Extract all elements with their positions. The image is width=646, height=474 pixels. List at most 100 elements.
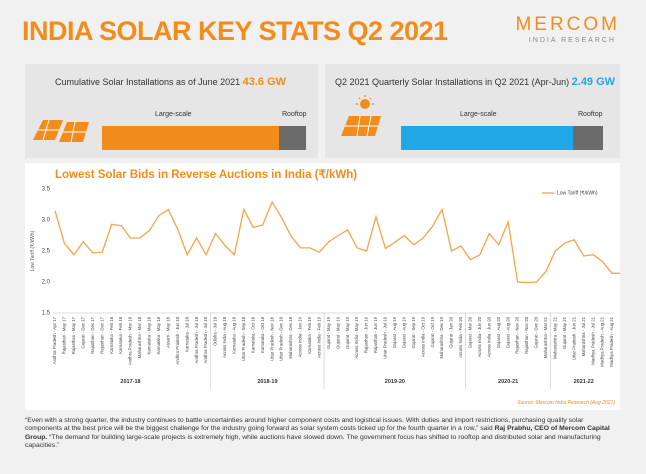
x-tick-label: Rajasthan - May 17 bbox=[62, 316, 67, 354]
solar-icon bbox=[33, 119, 89, 143]
x-tick-label: Rajasthan - Jun 19 bbox=[364, 316, 369, 353]
x-tick-label: Rajasthan - Nov 20 bbox=[515, 316, 520, 353]
x-tick-label: Maharashtra - Mar 21 bbox=[543, 316, 548, 358]
group-label: 2017-18 bbox=[120, 379, 140, 385]
x-tick-label: Rajasthan - Dec 17 bbox=[90, 316, 95, 353]
x-tick-label: Rajasthan - Dec 17 bbox=[99, 316, 104, 353]
bar-label: Large-scale bbox=[155, 111, 192, 118]
x-tick-label: Across India - Jan 19 bbox=[298, 316, 303, 357]
x-tick-label: Karnataka - Aug 18 bbox=[232, 316, 237, 353]
x-tick-label: Across India - Feb 20 bbox=[458, 316, 463, 357]
x-tick-label: Gujarat - Aug 20 bbox=[496, 316, 501, 348]
rooftop-bar bbox=[573, 126, 603, 150]
label: Q2 2021 Quarterly Solar Installations in… bbox=[335, 77, 570, 87]
x-tick-label: Assam - May 18 bbox=[165, 316, 170, 348]
x-tick-label: Karnataka - Oct 18 bbox=[250, 316, 255, 353]
value: 2.49 GW bbox=[571, 76, 616, 88]
y-tick-label: 2.5 bbox=[42, 249, 51, 255]
x-tick-label: Andhra Pradesh - Jul 18 bbox=[203, 316, 208, 363]
y-tick-label: 2.0 bbox=[42, 280, 51, 286]
x-tick-label: Gujarat - Aug 19 bbox=[392, 316, 397, 348]
x-tick-label: Andhra Pradesh - Apr 17 bbox=[52, 316, 57, 364]
y-tick-label: 1.5 bbox=[42, 311, 51, 317]
x-tick-label: Karnataka - Oct 18 bbox=[260, 316, 265, 353]
x-tick-label: Karnataka - Jul 18 bbox=[184, 316, 189, 351]
logo: MERCOM bbox=[515, 14, 620, 35]
text: “The demand for building large-scale pro… bbox=[25, 433, 601, 450]
text: Raj Prabhu, CEO of Mercom Capital Group. bbox=[25, 425, 610, 441]
title: INDIA SOLAR KEY STATS Q2 2021 bbox=[22, 16, 448, 46]
x-tick-label: Uttar Pradesh - Jun 21 bbox=[571, 316, 576, 360]
x-tick-label: Gujarat - May 21 bbox=[562, 316, 567, 349]
source: Source: Mercom India Research (Aug 2021) bbox=[517, 400, 615, 406]
x-tick-label: Odisha - Jul 18 bbox=[213, 316, 218, 346]
bar-label: Large-scale bbox=[460, 111, 497, 118]
y-axis-label: Low Tariff (₹/kWh) bbox=[30, 230, 36, 271]
x-tick-label: Madhya Pradesh - Aug 21 bbox=[609, 316, 614, 366]
x-tick-label: Madhya Pradesh - Aug 21 bbox=[600, 316, 605, 366]
x-tick-label: Uttar Pradesh - Dec 18 bbox=[279, 316, 284, 361]
bar-label: Rooftop bbox=[578, 111, 603, 118]
quote: “Even with a strong quarter, the industr… bbox=[25, 417, 621, 451]
x-tick-label: Across India - Aug 18 bbox=[222, 316, 227, 357]
line bbox=[54, 200, 622, 284]
group-label: 2021-22 bbox=[574, 379, 594, 385]
x-tick-label: Karnataka - Feb 18 bbox=[118, 316, 123, 353]
y-tick-label: 3.0 bbox=[42, 218, 51, 224]
x-tick-label: Andhra Pradesh - Jul 18 bbox=[194, 316, 199, 363]
x-tick-label: Across India - Jun 20 bbox=[486, 316, 491, 357]
x-tick-label: Gujarat - Aug 19 bbox=[401, 316, 406, 348]
x-tick-label: Maharashtra - Dec 18 bbox=[288, 316, 293, 358]
chart-panel: Lowest Solar Bids in Reverse Auctions in… bbox=[25, 163, 622, 410]
solar-icon bbox=[341, 95, 381, 137]
x-tick-label: Across India - Oct 19 bbox=[420, 316, 425, 357]
x-tick-label: Gujarat - Mar 20 bbox=[468, 316, 473, 348]
x-tick-label: Karnataka - Feb 19 bbox=[307, 316, 312, 353]
label: Cumulative Solar Installations as of Jun… bbox=[55, 77, 241, 87]
legend-label: Low Tariff (₹/kWh) bbox=[557, 190, 598, 196]
x-tick-label: Across India - Jun 20 bbox=[477, 316, 482, 357]
x-tick-label: Gujarat - May 19 bbox=[335, 316, 340, 349]
x-tick-label: Uttar Pradesh - Nov 18 bbox=[269, 316, 274, 361]
x-tick-label: Uttar Pradesh - Jul 19 bbox=[383, 316, 388, 358]
x-tick-label: Maharashtra - May 21 bbox=[552, 316, 557, 359]
x-tick-label: Rajasthan - Jun 19 bbox=[373, 316, 378, 353]
text: “Even with a strong quarter, the industr… bbox=[25, 417, 584, 433]
group-label: 2018-19 bbox=[257, 379, 277, 385]
x-tick-label: Gujarat - Sep 19 bbox=[411, 316, 416, 348]
x-tick-label: Gujarat - Dec 17 bbox=[80, 316, 85, 348]
y-tick-label: 3.5 bbox=[42, 187, 51, 193]
x-tick-label: Andhra Pradesh - Mar 18 bbox=[128, 316, 133, 365]
x-tick-label: Karnataka - May 18 bbox=[156, 316, 161, 354]
x-tick-label: Gujarat - May 19 bbox=[326, 316, 331, 349]
panel: Q2 2021 Quarterly Solar Installations in… bbox=[325, 64, 620, 158]
x-tick-label: Rajasthan - May 17 bbox=[71, 316, 76, 354]
panel: Cumulative Solar Installations as of Jun… bbox=[25, 64, 318, 158]
x-tick-label: Across India - May 19 bbox=[354, 316, 359, 358]
x-tick-label: Uttar Pradesh - Sep 18 bbox=[241, 316, 246, 361]
group-label: 2019-20 bbox=[385, 379, 405, 385]
x-tick-label: Gujarat - Aug 20 bbox=[505, 316, 510, 348]
value: 43.6 GW bbox=[242, 76, 287, 88]
logo-sub: INDIA RESEARCH bbox=[528, 37, 616, 44]
panel-label: Cumulative Solar Installations as of Jun… bbox=[55, 76, 286, 88]
x-tick-label: Maharashtra - Mar 18 bbox=[137, 316, 142, 358]
chart: Lowest Solar Bids in Reverse Auctions in… bbox=[30, 169, 622, 406]
chart-title: Lowest Solar Bids in Reverse Auctions in… bbox=[55, 169, 357, 181]
x-tick-label: Karnataka - May 18 bbox=[147, 316, 152, 354]
x-tick-label: Gujarat - Oct 19 bbox=[430, 316, 435, 347]
rooftop-bar bbox=[279, 126, 306, 150]
x-tick-label: Maharashtra - Dec 19 bbox=[439, 316, 444, 358]
x-tick-label: Gujarat - Dec 20 bbox=[534, 316, 539, 348]
x-tick-label: Across India - Feb 19 bbox=[316, 316, 321, 357]
x-tick-label: Madhya Pradesh - Jul 21 bbox=[590, 316, 595, 364]
x-tick-label: Maharashtra - Jul 21 bbox=[581, 316, 586, 356]
x-tick-label: Rajasthan - Nov 20 bbox=[524, 316, 529, 353]
large-scale-bar bbox=[102, 126, 279, 150]
x-tick-label: Karnataka - Feb 18 bbox=[109, 316, 114, 353]
panel-label: Q2 2021 Quarterly Solar Installations in… bbox=[335, 76, 615, 88]
group-label: 2020-21 bbox=[498, 379, 518, 385]
large-scale-bar bbox=[401, 126, 573, 150]
x-tick-label: Andhra Pradesh - Jun 18 bbox=[175, 316, 180, 364]
